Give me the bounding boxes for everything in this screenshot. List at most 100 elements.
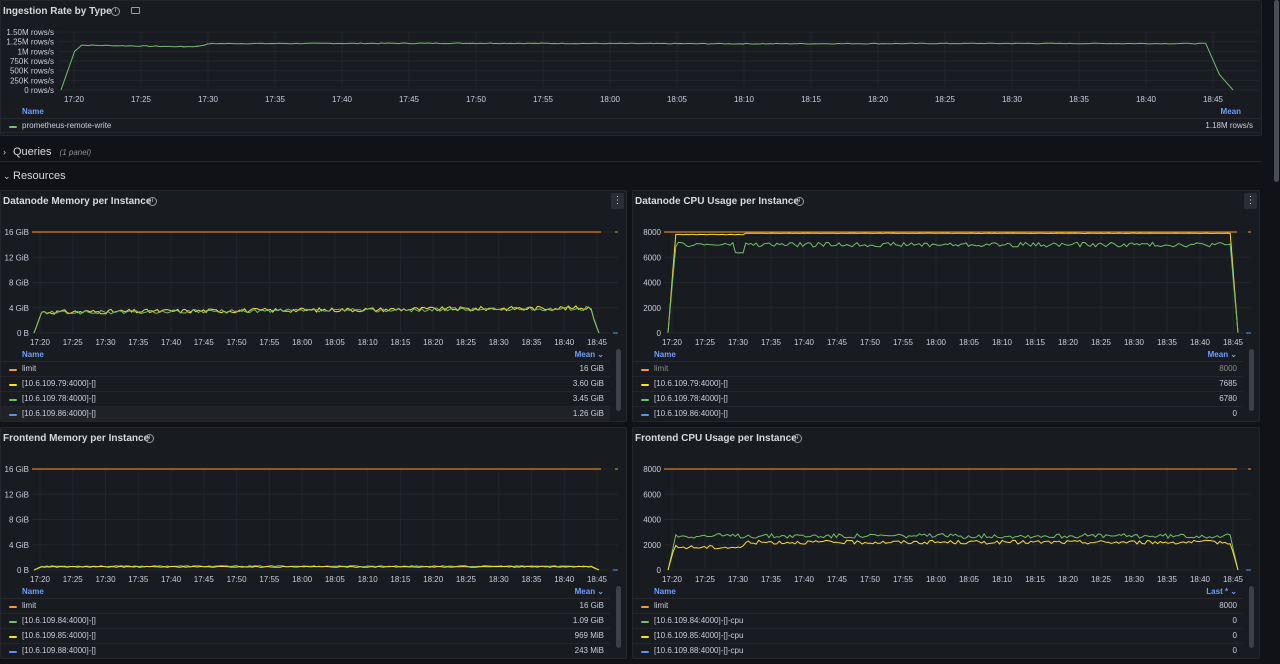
legend-name-header[interactable]: Name (22, 350, 44, 359)
series-name: [10.6.109.79:4000]-[] (654, 379, 728, 388)
y-tick-label: 750K rows/s (10, 57, 54, 66)
series-name: limit (22, 364, 37, 373)
panel-title[interactable]: Datanode CPU Usage per Instance (635, 196, 799, 207)
panel-title[interactable]: Frontend CPU Usage per Instance (635, 433, 797, 444)
x-tick-label: 18:45 (1203, 95, 1224, 104)
x-tick-label: 17:45 (399, 95, 420, 104)
legend-scrollbar[interactable] (616, 349, 621, 411)
panel-title[interactable]: Datanode Memory per Instance (3, 196, 152, 207)
legend-row[interactable]: [10.6.109.86:4000]-[] 1.26 GiB (1, 407, 610, 421)
x-tick-label: 18:40 (1190, 338, 1211, 347)
x-tick-label: 17:55 (259, 338, 280, 347)
series-name: [10.6.109.86:4000]-[] (654, 409, 728, 418)
x-tick-label: 18:20 (1058, 575, 1079, 584)
info-icon[interactable]: i (795, 197, 804, 206)
legend-name-header[interactable]: Name (22, 587, 44, 596)
panel-title[interactable]: Frontend Memory per Instance (3, 433, 150, 444)
panel-menu-button[interactable]: ⋮ (1244, 193, 1257, 209)
x-tick-label: 17:25 (131, 95, 152, 104)
legend-row[interactable]: [10.6.109.79:4000]-[] 3.60 GiB (1, 377, 610, 392)
series-swatch (9, 384, 17, 386)
x-tick-label: 17:40 (794, 575, 815, 584)
series-name: [10.6.109.88:4000]-[] (22, 646, 96, 655)
x-tick-label: 18:45 (1223, 575, 1244, 584)
x-tick-label: 17:35 (128, 575, 149, 584)
legend-scrollbar[interactable] (1249, 586, 1254, 648)
legend-row[interactable]: limit 16 GiB (1, 599, 610, 614)
legend-row[interactable]: [10.6.109.78:4000]-[] 6780 (633, 392, 1243, 407)
series-value: 16 GiB (579, 364, 604, 373)
x-tick-label: 17:55 (893, 338, 914, 347)
x-tick-label: 18:20 (423, 338, 444, 347)
x-tick-label: 18:10 (992, 338, 1013, 347)
legend-name-header[interactable]: Name (22, 107, 44, 116)
series-value: 7685 (1219, 379, 1237, 388)
info-icon[interactable]: i (148, 197, 157, 206)
series-value: 0 (1232, 631, 1237, 640)
legend-row[interactable]: limit 16 GiB (1, 362, 610, 377)
x-tick-label: 18:30 (1124, 338, 1145, 347)
series-name: prometheus-remote-write (22, 121, 112, 130)
x-tick-label: 18:45 (587, 575, 608, 584)
x-tick-label: 18:00 (292, 338, 313, 347)
legend-header: Name Mean ⌄ (1, 348, 610, 362)
row-queries[interactable]: › Queries (1 panel) (3, 146, 91, 158)
y-tick-label: 0 (657, 329, 662, 338)
x-tick-label: 18:30 (1002, 95, 1023, 104)
legend-name-header[interactable]: Name (654, 350, 676, 359)
info-icon[interactable]: i (111, 7, 120, 16)
legend-row[interactable]: [10.6.109.85:4000]-[]-cpu 0 (633, 629, 1243, 644)
y-tick-label: 0 (657, 566, 662, 575)
series-value: 0 (1232, 616, 1237, 625)
series-swatch (9, 606, 17, 608)
legend-row[interactable]: limit 8000 (633, 599, 1243, 614)
x-tick-label: 17:20 (30, 575, 51, 584)
series-swatch (641, 606, 649, 608)
y-tick-label: 500K rows/s (10, 67, 54, 76)
y-tick-label: 8 GiB (9, 516, 29, 525)
x-tick-label: 17:50 (860, 575, 881, 584)
legend-row[interactable]: [10.6.109.85:4000]-[] 969 MiB (1, 629, 610, 644)
info-icon[interactable]: i (793, 434, 802, 443)
legend-scrollbar[interactable] (1249, 349, 1254, 411)
legend-row[interactable]: prometheus-remote-write 1.18M rows/s (1, 118, 1261, 133)
x-tick-label: 18:05 (959, 338, 980, 347)
chart-plot: 8000 6000 4000 2000 017:20 17:25 17:30 17:35 17:… (643, 228, 1251, 347)
panel-title[interactable]: Ingestion Rate by Type (3, 6, 112, 17)
row-resources[interactable]: ⌄ Resources (3, 170, 66, 182)
legend-row[interactable]: [10.6.109.88:4000]-[] 243 MiB (1, 644, 610, 658)
legend-row[interactable]: [10.6.109.86:4000]-[] 0 (633, 407, 1243, 421)
legend-row[interactable]: [10.6.109.84:4000]-[] 1.09 GiB (1, 614, 610, 629)
y-tick-label: 0 B (17, 329, 29, 338)
legend-calc-header[interactable]: Mean ⌄ (1207, 350, 1237, 359)
legend-scrollbar[interactable] (616, 586, 621, 648)
panel-menu-button[interactable]: ⋮ (611, 193, 624, 209)
legend-row[interactable]: [10.6.109.78:4000]-[] 3.45 GiB (1, 392, 610, 407)
legend-calc-header[interactable]: Last * ⌄ (1206, 587, 1237, 596)
legend-row[interactable]: [10.6.109.84:4000]-[]-cpu 0 (633, 614, 1243, 629)
x-tick-label: 18:15 (1025, 575, 1046, 584)
y-tick-label: 1M rows/s (18, 47, 54, 56)
x-tick-label: 18:40 (1190, 575, 1211, 584)
x-tick-label: 17:55 (533, 95, 554, 104)
legend-row[interactable]: limit 8000 (633, 362, 1243, 377)
x-tick-label: 18:20 (1058, 338, 1079, 347)
page-scrollbar[interactable] (1274, 0, 1279, 182)
x-tick-label: 17:30 (96, 338, 117, 347)
y-tick-label: 1.50M rows/s (6, 28, 54, 37)
info-icon[interactable]: i (145, 434, 154, 443)
series-name: limit (654, 364, 669, 373)
legend-row[interactable]: [10.6.109.79:4000]-[] 7685 (633, 377, 1243, 392)
link-icon[interactable] (131, 7, 140, 14)
series-line (33, 565, 600, 571)
x-tick-label: 17:30 (198, 95, 219, 104)
x-tick-label: 17:30 (728, 338, 749, 347)
legend-name-header[interactable]: Name (654, 587, 676, 596)
x-tick-label: 18:00 (292, 575, 313, 584)
legend-row[interactable]: [10.6.109.88:4000]-[]-cpu 0 (633, 644, 1243, 658)
legend-calc-header[interactable]: Mean ⌄ (574, 350, 604, 359)
series-line (60, 42, 1234, 91)
chevron-right-icon: › (3, 147, 6, 157)
legend-calc-header[interactable]: Mean ⌄ (574, 587, 604, 596)
legend-mean-header[interactable]: Mean (1220, 107, 1241, 116)
